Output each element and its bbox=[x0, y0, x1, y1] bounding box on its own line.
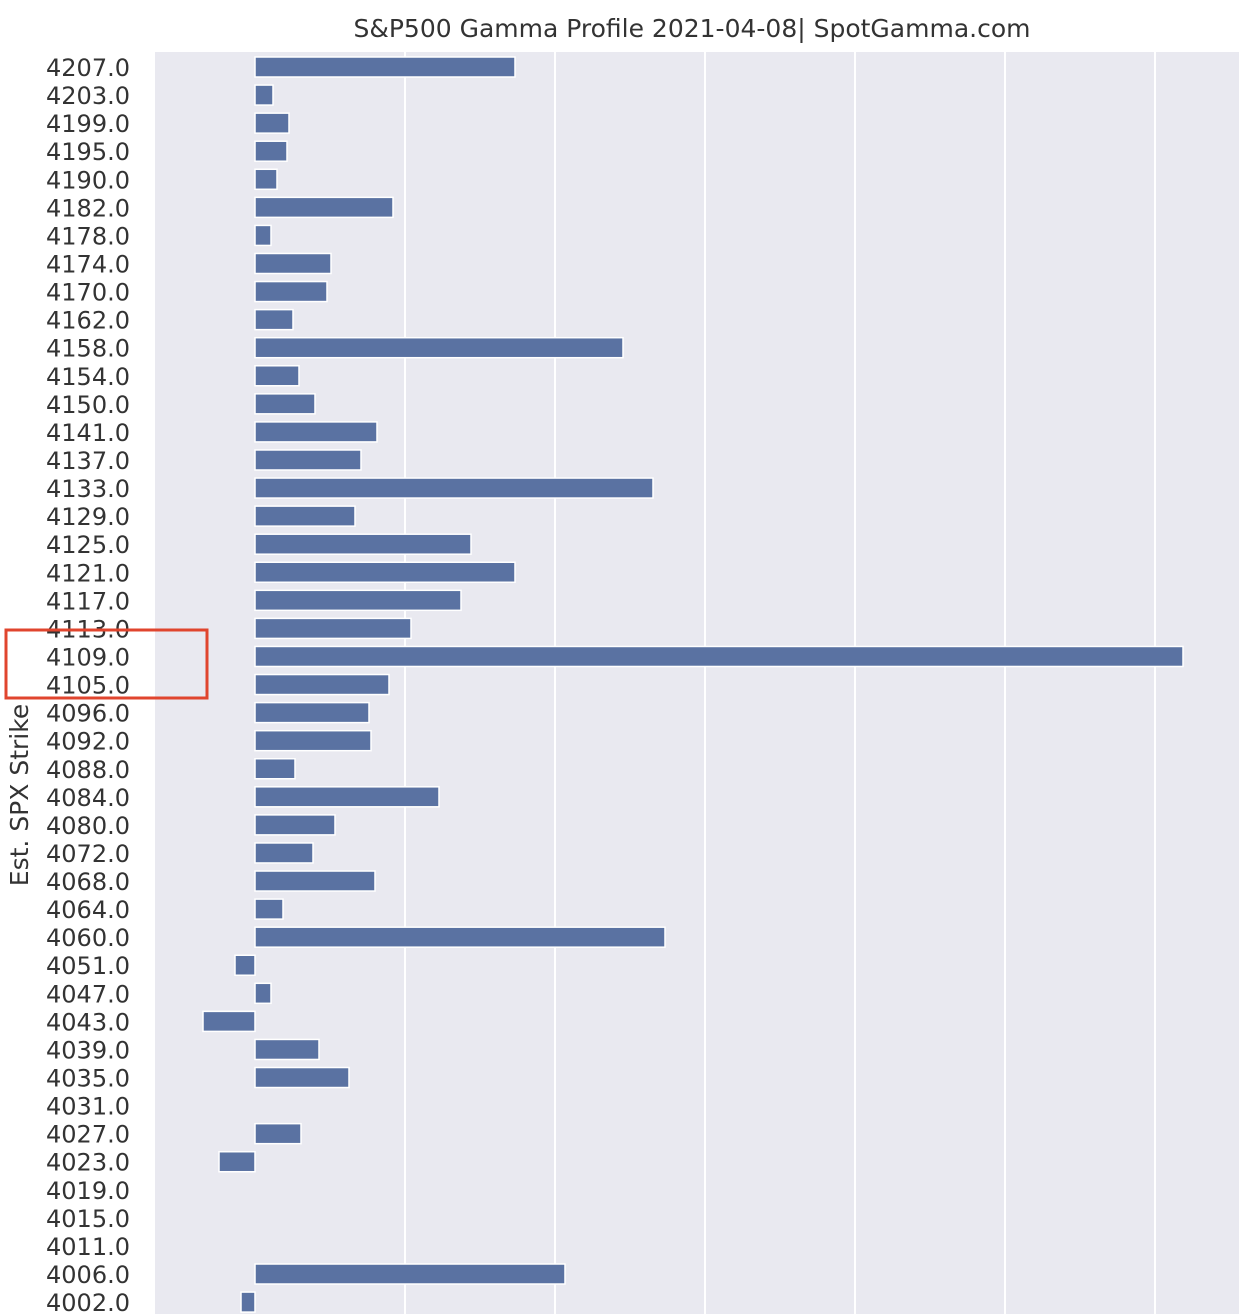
y-tick-label: 4174.0 bbox=[46, 250, 130, 278]
bar-4174.0 bbox=[254, 252, 332, 275]
bar-4027.0 bbox=[254, 1122, 302, 1145]
y-tick-label: 4002.0 bbox=[46, 1289, 130, 1314]
y-tick-label: 4068.0 bbox=[46, 868, 130, 896]
y-tick-label: 4105.0 bbox=[46, 672, 130, 700]
y-tick-label: 4039.0 bbox=[46, 1036, 130, 1064]
bar-4043.0 bbox=[202, 1010, 256, 1033]
bar-4105.0 bbox=[254, 673, 390, 696]
y-tick-label: 4154.0 bbox=[46, 363, 130, 391]
bar-4080.0 bbox=[254, 814, 336, 836]
bar-4002.0 bbox=[240, 1291, 256, 1313]
bar-4137.0 bbox=[254, 449, 362, 471]
y-tick-label: 4043.0 bbox=[46, 1008, 130, 1036]
y-tick-label: 4170.0 bbox=[46, 279, 130, 307]
bar-4162.0 bbox=[254, 308, 294, 331]
y-tick-label: 4162.0 bbox=[46, 307, 130, 335]
y-tick-label: 4035.0 bbox=[46, 1065, 130, 1093]
y-tick-label: 4125.0 bbox=[46, 531, 130, 559]
y-tick-label: 4072.0 bbox=[46, 840, 130, 868]
y-tick-label: 4084.0 bbox=[46, 784, 130, 812]
bar-4141.0 bbox=[254, 421, 378, 443]
y-tick-label: 4207.0 bbox=[46, 54, 130, 82]
bar-4039.0 bbox=[254, 1038, 320, 1061]
bar-4109.0 bbox=[254, 645, 1184, 668]
y-tick-label: 4158.0 bbox=[46, 335, 130, 363]
y-tick-label: 4195.0 bbox=[46, 138, 130, 166]
y-tick-label: 4027.0 bbox=[46, 1121, 130, 1149]
bar-4207.0 bbox=[254, 56, 516, 78]
y-tick-label: 4011.0 bbox=[46, 1233, 130, 1261]
y-tick-label: 4129.0 bbox=[46, 503, 130, 531]
y-tick-label: 4190.0 bbox=[46, 166, 130, 194]
bar-4125.0 bbox=[254, 533, 472, 555]
bar-4154.0 bbox=[254, 365, 300, 387]
y-tick-label: 4080.0 bbox=[46, 812, 130, 840]
bar-4023.0 bbox=[218, 1150, 256, 1173]
bar-4190.0 bbox=[254, 168, 278, 191]
y-tick-label: 4121.0 bbox=[46, 559, 130, 587]
bar-4064.0 bbox=[254, 898, 284, 920]
y-tick-label: 4096.0 bbox=[46, 700, 130, 728]
y-tick-label: 4047.0 bbox=[46, 980, 130, 1008]
bar-4158.0 bbox=[254, 336, 624, 359]
bar-4195.0 bbox=[254, 140, 288, 162]
bar-4129.0 bbox=[254, 505, 356, 527]
y-tick-label: 4182.0 bbox=[46, 194, 130, 222]
bar-4170.0 bbox=[254, 280, 328, 303]
y-tick-label: 4109.0 bbox=[46, 643, 130, 671]
y-tick-labels: 4207.04203.04199.04195.04190.04182.04178… bbox=[46, 54, 130, 1314]
bar-4006.0 bbox=[254, 1263, 566, 1285]
y-tick-label: 4178.0 bbox=[46, 222, 130, 250]
bar-4092.0 bbox=[254, 729, 372, 752]
y-tick-label: 4199.0 bbox=[46, 110, 130, 138]
chart-title: S&P500 Gamma Profile 2021-04-08| SpotGam… bbox=[353, 14, 1030, 43]
bar-4182.0 bbox=[254, 196, 394, 219]
bar-4035.0 bbox=[254, 1066, 350, 1089]
bar-4203.0 bbox=[254, 84, 274, 106]
bar-4199.0 bbox=[254, 112, 290, 134]
y-tick-label: 4023.0 bbox=[46, 1149, 130, 1177]
y-tick-label: 4117.0 bbox=[46, 587, 130, 615]
y-tick-label: 4137.0 bbox=[46, 447, 130, 475]
bar-4051.0 bbox=[234, 954, 256, 976]
y-tick-label: 4060.0 bbox=[46, 924, 130, 952]
bar-4096.0 bbox=[254, 701, 370, 724]
bar-4047.0 bbox=[254, 982, 272, 1005]
highlight-box bbox=[4, 628, 209, 700]
bar-4072.0 bbox=[254, 842, 314, 864]
y-axis-label: Est. SPX Strike bbox=[5, 704, 34, 886]
bar-4150.0 bbox=[254, 393, 316, 415]
bars bbox=[202, 56, 1184, 1313]
y-tick-label: 4019.0 bbox=[46, 1177, 130, 1205]
y-tick-label: 4031.0 bbox=[46, 1093, 130, 1121]
y-tick-label: 4064.0 bbox=[46, 896, 130, 924]
y-tick-label: 4015.0 bbox=[46, 1205, 130, 1233]
y-tick-label: 4150.0 bbox=[46, 391, 130, 419]
bar-4113.0 bbox=[254, 617, 412, 640]
grid-lines bbox=[404, 52, 1156, 1314]
y-tick-label: 4006.0 bbox=[46, 1261, 130, 1289]
y-tick-label: 4141.0 bbox=[46, 419, 130, 447]
bar-4060.0 bbox=[254, 926, 666, 948]
y-tick-label: 4133.0 bbox=[46, 475, 130, 503]
y-tick-label: 4203.0 bbox=[46, 82, 130, 110]
bar-4133.0 bbox=[254, 477, 654, 499]
bar-4084.0 bbox=[254, 786, 440, 808]
bar-4088.0 bbox=[254, 758, 296, 780]
bar-4121.0 bbox=[254, 561, 516, 584]
y-tick-label: 4051.0 bbox=[46, 952, 130, 980]
y-tick-label: 4092.0 bbox=[46, 728, 130, 756]
bar-4178.0 bbox=[254, 224, 272, 247]
bar-4117.0 bbox=[254, 589, 462, 612]
y-tick-label: 4088.0 bbox=[46, 756, 130, 784]
bar-4068.0 bbox=[254, 870, 376, 892]
